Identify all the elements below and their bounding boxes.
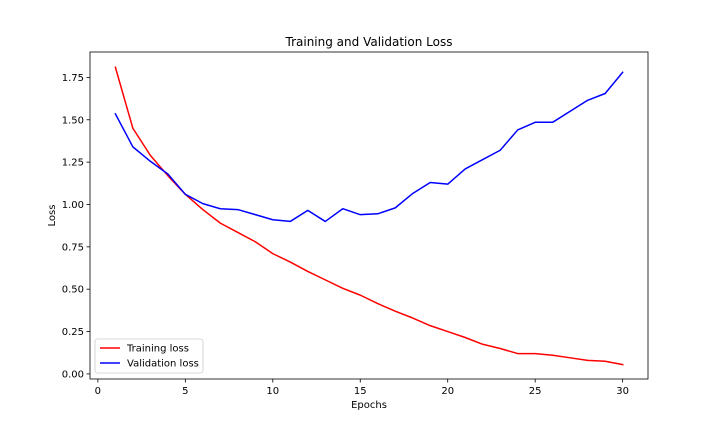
x-axis-label: Epochs: [351, 400, 387, 411]
legend-label: Training loss: [126, 344, 189, 355]
plot-marks: [114, 66, 624, 366]
plot-frame: [89, 51, 649, 380]
x-tick-label: 15: [354, 386, 367, 397]
y-axis-label: Loss: [47, 205, 58, 227]
y-tick-label: 0.00: [62, 369, 84, 380]
y-tick-label: 1.00: [62, 200, 84, 211]
y-tick-label: 1.25: [62, 158, 84, 169]
x-tick-label: 30: [616, 386, 629, 397]
series-line-validation-loss: [114, 71, 624, 223]
axis-ticks: 0 5 10 15 20 25 30 0.00 0.25 0.50 0.75 1.00 1.25 1.50…: [62, 73, 629, 397]
y-tick-label: 0.50: [62, 285, 84, 296]
x-tick-label: 20: [441, 386, 454, 397]
y-tick-label: 0.25: [62, 327, 84, 338]
x-tick-label: 5: [182, 386, 188, 397]
series-line-training-loss: [114, 66, 624, 366]
y-tick-label: 1.75: [62, 73, 84, 84]
legend-label: Validation loss: [127, 359, 199, 370]
chart-legend: Training loss Validation loss: [94, 338, 204, 374]
chart-title: Training and Validation Loss: [285, 35, 453, 49]
y-tick-label: 0.75: [62, 242, 84, 253]
legend-box: [94, 338, 204, 374]
x-tick-label: 0: [95, 386, 101, 397]
x-tick-label: 25: [529, 386, 542, 397]
y-tick-label: 1.50: [62, 115, 84, 126]
x-tick-label: 10: [266, 386, 279, 397]
